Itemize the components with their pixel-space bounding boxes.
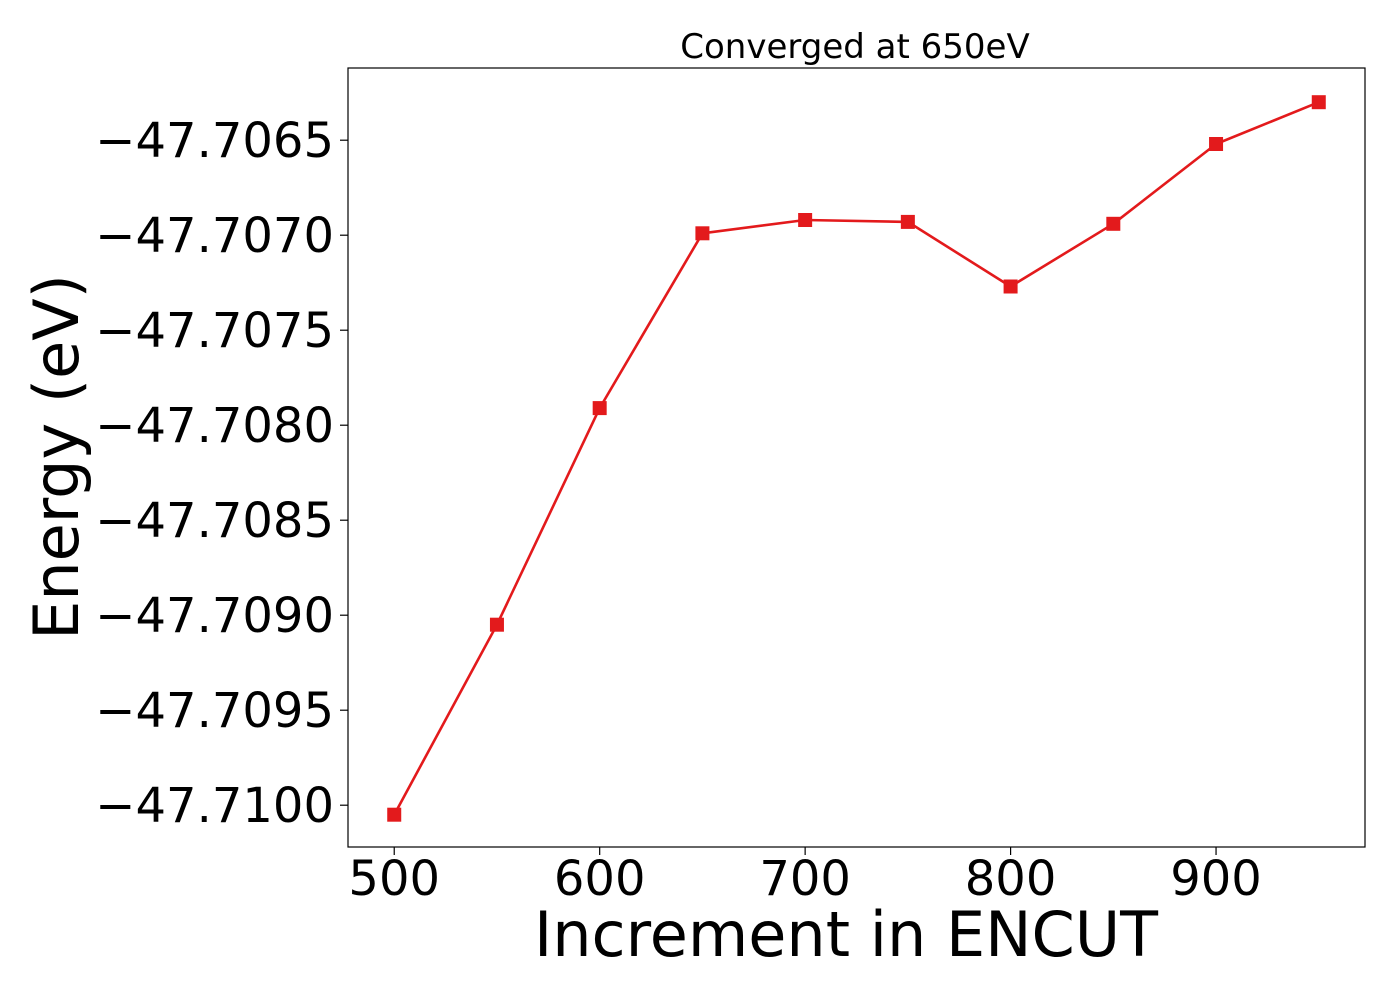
y-tick-label: −47.7085: [95, 493, 334, 549]
y-tick-label: −47.7075: [95, 303, 334, 359]
data-point-marker: [1106, 216, 1121, 231]
data-point-marker: [592, 401, 607, 416]
x-axis-label: Increment in ENCUT: [534, 898, 1159, 971]
data-point-marker: [798, 213, 813, 227]
axis-ticks: 500 600 700 800 900 −47.7065 −47.7070 −47.7075 −…: [95, 113, 1262, 907]
y-tick-label: −47.7070: [95, 208, 334, 264]
data-point-marker: [900, 214, 915, 229]
data-point-marker: [695, 226, 710, 241]
y-tick-label: −47.7065: [95, 113, 334, 169]
series-line: [393, 100, 1320, 816]
y-tick-label: −47.7080: [95, 398, 334, 454]
x-tick-label: 800: [965, 851, 1057, 907]
y-tick-label: −47.7095: [95, 683, 334, 739]
y-axis-label: Energy (eV): [20, 274, 93, 640]
data-point-marker: [387, 807, 402, 822]
data-point-marker: [1003, 279, 1018, 294]
series-layer: [387, 95, 1326, 822]
x-tick-label: 900: [1170, 851, 1262, 907]
plot-area-frame: [347, 67, 1366, 848]
chart-title: Converged at 650eV: [680, 27, 1029, 67]
x-tick-label: 700: [759, 851, 851, 907]
x-tick-label: 500: [348, 851, 440, 907]
y-tick-label: −47.7090: [95, 588, 334, 644]
data-point-marker: [1209, 137, 1224, 151]
data-point-marker: [489, 617, 504, 632]
y-tick-label: −47.7100: [95, 778, 334, 834]
data-point-marker: [1311, 95, 1326, 110]
x-tick-label: 600: [554, 851, 646, 907]
